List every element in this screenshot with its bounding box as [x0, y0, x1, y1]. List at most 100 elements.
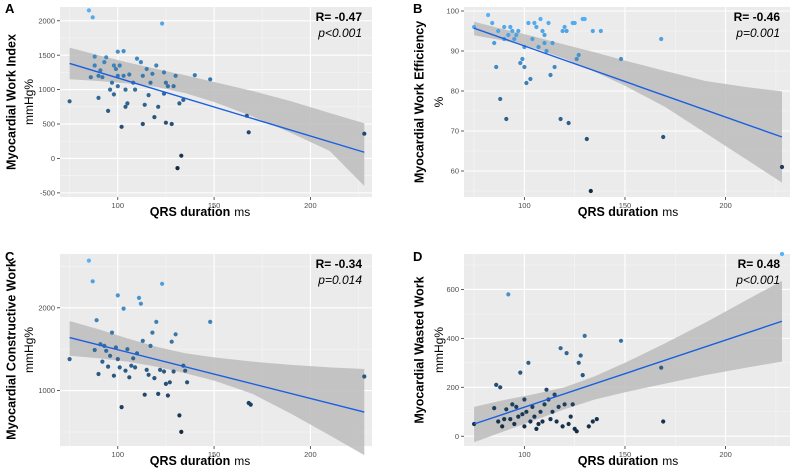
- x-tick-label: 200: [719, 450, 732, 459]
- data-point: [165, 393, 170, 398]
- data-point: [564, 351, 569, 356]
- data-point: [486, 12, 491, 18]
- data-point: [542, 32, 547, 38]
- data-point: [165, 84, 170, 89]
- data-point: [566, 120, 571, 126]
- p-value: p=0.014: [317, 273, 362, 287]
- data-point: [542, 40, 547, 46]
- data-point: [550, 40, 555, 46]
- data-point: [510, 28, 515, 34]
- data-point: [163, 381, 168, 386]
- data-point: [123, 104, 128, 109]
- y-axis-unit: mmHg%: [432, 327, 446, 373]
- data-point: [117, 63, 122, 68]
- data-point: [544, 387, 549, 392]
- data-point: [779, 164, 785, 170]
- data-point: [532, 20, 537, 26]
- data-point: [362, 131, 367, 136]
- data-point: [115, 357, 120, 362]
- x-axis-title-unit: ms: [662, 205, 678, 219]
- data-point: [123, 368, 128, 373]
- p-value: p<0.001: [735, 273, 780, 287]
- data-point: [500, 424, 505, 429]
- x-tick-label: 150: [619, 201, 632, 210]
- y-axis-title: Myocardial Wasted Work: [412, 276, 426, 423]
- data-point: [520, 56, 525, 62]
- data-point: [111, 92, 116, 97]
- data-point: [106, 108, 111, 113]
- y-tick-label: 1000: [38, 85, 55, 94]
- data-point: [574, 429, 579, 434]
- data-point: [181, 97, 186, 102]
- data-point: [492, 40, 497, 46]
- data-point: [582, 333, 587, 338]
- data-point: [161, 369, 167, 374]
- data-point: [140, 121, 145, 127]
- data-point: [570, 402, 575, 407]
- data-point: [131, 356, 136, 361]
- data-point: [96, 95, 101, 100]
- x-axis-title-main: QRS duration: [578, 454, 659, 468]
- data-point: [208, 319, 213, 324]
- data-point: [530, 36, 535, 42]
- data-point: [123, 87, 128, 92]
- data-point: [520, 412, 525, 417]
- data-point: [177, 413, 182, 418]
- p-value: p<0.001: [317, 26, 362, 40]
- regression-line: [473, 320, 783, 425]
- data-point: [502, 24, 507, 30]
- data-point: [588, 188, 593, 194]
- data-point: [580, 373, 585, 378]
- data-point: [125, 101, 130, 106]
- data-point: [146, 372, 151, 377]
- y-axis-unit: %: [432, 96, 446, 107]
- data-point: [528, 76, 533, 82]
- y-tick-label: 80: [451, 87, 459, 96]
- data-point: [169, 121, 174, 127]
- data-point: [362, 374, 367, 379]
- data-point: [661, 134, 666, 140]
- data-point: [121, 306, 126, 311]
- data-point: [185, 380, 190, 385]
- y-axis-title: Myocardial Work Index: [4, 34, 18, 170]
- data-point: [115, 84, 120, 89]
- data-point: [552, 64, 557, 70]
- x-tick-label: 150: [619, 450, 632, 459]
- data-point: [498, 96, 503, 102]
- data-point: [522, 397, 527, 402]
- data-point: [540, 28, 545, 34]
- data-point: [779, 251, 785, 257]
- data-point: [102, 60, 107, 65]
- data-point: [512, 421, 517, 427]
- data-point: [106, 364, 111, 369]
- y-tick-label: 100: [446, 7, 459, 16]
- regression-line: [69, 336, 365, 413]
- data-point: [514, 404, 519, 409]
- data-point: [171, 369, 176, 374]
- data-point: [590, 28, 595, 34]
- regression-line: [69, 62, 365, 153]
- data-point: [142, 102, 147, 107]
- data-point: [494, 382, 499, 387]
- data-point: [163, 80, 168, 85]
- data-point: [618, 56, 624, 62]
- y-axis-unit: mmHg%: [22, 327, 36, 373]
- data-point: [121, 73, 126, 78]
- x-tick-label: 100: [518, 450, 531, 459]
- data-point: [518, 370, 523, 375]
- data-point: [582, 16, 587, 22]
- data-point: [163, 120, 168, 125]
- data-point: [150, 330, 155, 335]
- data-point: [546, 20, 551, 26]
- data-point: [90, 15, 95, 20]
- data-point: [146, 93, 151, 98]
- data-point: [117, 365, 122, 370]
- x-axis-title-main: QRS duration: [150, 454, 231, 468]
- x-tick-label: 200: [719, 201, 732, 210]
- data-point: [96, 371, 101, 377]
- data-point: [506, 32, 511, 38]
- data-point: [536, 44, 541, 50]
- data-point: [492, 406, 497, 411]
- data-point: [86, 8, 91, 13]
- data-point: [576, 52, 581, 58]
